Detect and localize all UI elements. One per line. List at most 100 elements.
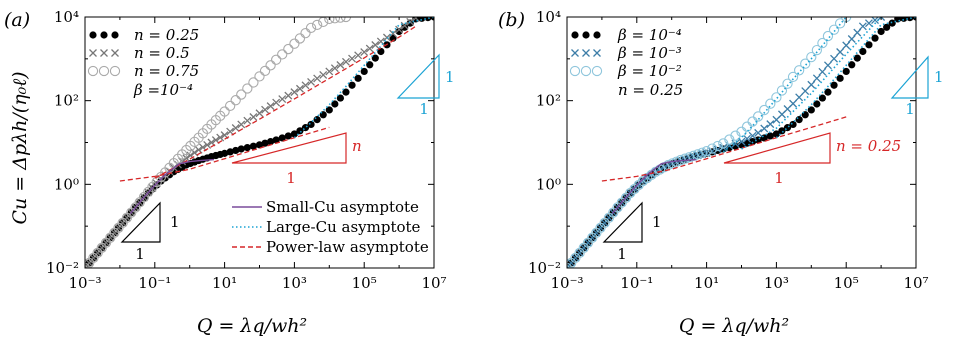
- data-point: [325, 106, 333, 114]
- data-point: [701, 146, 712, 157]
- triangle-label-a2: 1: [419, 100, 429, 118]
- legend-symbol: [593, 49, 601, 57]
- data-point: [818, 67, 827, 76]
- data-point: [848, 61, 856, 69]
- data-point: [313, 116, 321, 124]
- data-point: [823, 61, 832, 70]
- series-b2: [567, 17, 852, 268]
- x-tick-label: 10⁻¹: [620, 274, 653, 292]
- data-point: [313, 74, 322, 83]
- x-tick-label: 10⁻³: [550, 274, 583, 292]
- data-point: [795, 93, 804, 102]
- data-point: [730, 130, 741, 141]
- data-point: [283, 43, 294, 55]
- data-point: [765, 98, 776, 109]
- legend-marker-b1: [571, 49, 601, 57]
- panel-label-a: (a): [4, 9, 30, 31]
- legend-marker-a0: [89, 31, 119, 39]
- x-tick-label: 10⁷: [903, 274, 928, 292]
- data-point: [301, 81, 310, 90]
- data-point: [278, 134, 286, 142]
- data-point: [847, 35, 856, 43]
- x-tick-label: 10¹: [212, 274, 237, 292]
- data-point: [248, 77, 259, 88]
- data-point: [219, 106, 230, 117]
- data-point: [236, 89, 247, 100]
- panel-label-b: (b): [498, 9, 525, 31]
- triangle-slope-b2: 1: [934, 68, 944, 86]
- data-point: [255, 109, 264, 118]
- data-point: [806, 51, 817, 63]
- legend-symbol: [571, 31, 579, 39]
- data-point: [366, 61, 374, 69]
- data-point: [295, 84, 304, 93]
- data-point: [782, 78, 793, 89]
- data-point: [754, 128, 763, 137]
- triangle-label-a1: 1: [286, 169, 296, 187]
- data-point: [296, 127, 304, 135]
- data-point: [329, 17, 340, 24]
- data-point: [307, 78, 316, 86]
- data-point: [718, 138, 729, 149]
- data-point: [800, 58, 811, 69]
- data-point: [707, 143, 718, 154]
- ticks-b: 10⁻³ 10⁻¹ 10¹ 10³ 10⁵ 10⁷ 10⁻² 10⁰ 10² 10⁴: [528, 8, 929, 292]
- x-axis-label-a: Q = λq/wh²: [197, 315, 307, 337]
- y-tick-label: 10⁻²: [46, 259, 79, 277]
- data-point: [360, 67, 368, 76]
- x-tick-label: 10⁵: [834, 274, 859, 292]
- data-point: [789, 99, 798, 108]
- data-point: [817, 37, 828, 49]
- data-point: [772, 130, 781, 138]
- line-legend-label-small: Small-Cu asymptote: [266, 198, 419, 216]
- legend-marker-b0: [571, 31, 601, 39]
- data-point: [789, 120, 797, 129]
- triangle-slope-a1: n: [352, 137, 362, 155]
- y-tick-label: 10⁴: [54, 8, 79, 26]
- data-point: [294, 33, 306, 44]
- line-legend-a: Small-Cu asymptote Large-Cu asymptote Po…: [232, 198, 429, 256]
- legend-symbol: [98, 65, 110, 77]
- data-point: [771, 92, 782, 103]
- data-point: [766, 132, 774, 140]
- asymptote-small-cu: [611, 158, 697, 215]
- data-point: [871, 17, 879, 25]
- data-point: [842, 41, 851, 50]
- data-point: [340, 17, 352, 23]
- data-point: [842, 67, 850, 76]
- data-point: [906, 17, 914, 22]
- data-point: [289, 38, 300, 49]
- data-point: [712, 140, 723, 152]
- plot-area-a: [85, 17, 434, 268]
- data-point: [759, 104, 770, 116]
- marker-legend-a: n = 0.25 n = 0.5 n = 0.75 β =10⁻⁴: [87, 26, 199, 99]
- x-tick-label: 10⁷: [421, 274, 446, 292]
- data-point: [853, 28, 862, 37]
- data-point: [830, 54, 838, 63]
- data-point: [371, 54, 379, 62]
- data-point: [811, 44, 823, 56]
- data-point: [336, 94, 345, 102]
- legend-label-a0: n = 0.25: [134, 26, 199, 44]
- data-point: [822, 30, 834, 42]
- data-point: [271, 54, 282, 65]
- legend-symbol: [571, 49, 579, 57]
- data-point: [864, 19, 873, 28]
- data-point: [748, 131, 757, 140]
- slope-triangle-a-mid: 1 n: [231, 132, 362, 187]
- y-tick-label: 10²: [54, 92, 79, 110]
- line-legend-label-power: Power-law asymptote: [266, 238, 429, 256]
- data-point: [311, 19, 323, 31]
- data-point: [877, 17, 886, 21]
- data-point: [760, 124, 769, 133]
- legend-note-a: β =10⁻⁴: [133, 81, 193, 99]
- data-point: [807, 80, 816, 89]
- legend-symbol: [89, 31, 97, 39]
- asymptote-large-cu: [722, 17, 847, 153]
- x-tick-label: 10³: [764, 274, 789, 292]
- data-point: [828, 24, 840, 35]
- data-point: [307, 120, 315, 129]
- data-point: [741, 121, 753, 132]
- data-point: [348, 54, 356, 63]
